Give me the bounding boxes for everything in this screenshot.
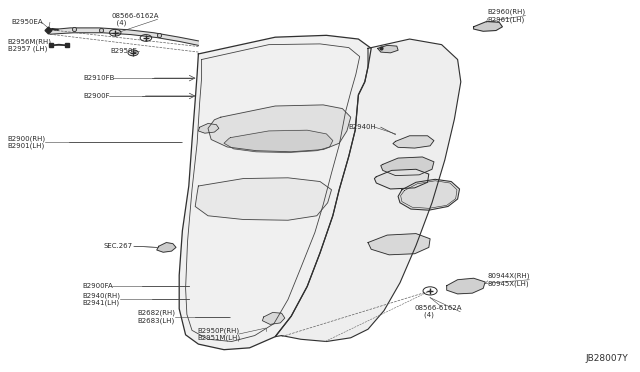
Text: B2900FA: B2900FA — [82, 283, 113, 289]
Polygon shape — [474, 22, 502, 31]
Polygon shape — [198, 124, 219, 133]
Polygon shape — [195, 178, 332, 220]
Polygon shape — [368, 234, 430, 255]
Polygon shape — [381, 157, 434, 176]
Text: B2956M(RH)
B2957 (LH): B2956M(RH) B2957 (LH) — [8, 38, 52, 52]
Text: 08566-6162A
    (4): 08566-6162A (4) — [415, 305, 462, 318]
Polygon shape — [179, 35, 371, 350]
Polygon shape — [398, 179, 460, 210]
Polygon shape — [157, 243, 176, 252]
Polygon shape — [393, 136, 434, 148]
Text: B2900F: B2900F — [83, 93, 110, 99]
Polygon shape — [224, 130, 333, 153]
Text: B2910FB: B2910FB — [83, 75, 115, 81]
Polygon shape — [374, 169, 429, 189]
Text: B2940(RH)
B2941(LH): B2940(RH) B2941(LH) — [82, 292, 120, 307]
Text: B2950P(RH)
B2951M(LH): B2950P(RH) B2951M(LH) — [197, 327, 240, 341]
Text: B2940H: B2940H — [349, 124, 376, 130]
Text: 08566-6162A
  (4): 08566-6162A (4) — [112, 13, 159, 26]
Polygon shape — [378, 45, 398, 53]
Text: SEC.267: SEC.267 — [104, 243, 133, 249]
Text: B2960(RH)
B2961(LH): B2960(RH) B2961(LH) — [488, 9, 526, 23]
Polygon shape — [50, 28, 198, 45]
Text: B2950EA: B2950EA — [12, 19, 43, 25]
Text: JB28007Y: JB28007Y — [586, 354, 628, 363]
Text: B2682(RH)
B2683(LH): B2682(RH) B2683(LH) — [138, 310, 175, 324]
Text: 80944X(RH)
80945X(LH): 80944X(RH) 80945X(LH) — [488, 273, 530, 287]
Polygon shape — [208, 105, 351, 152]
Polygon shape — [447, 278, 485, 294]
Polygon shape — [262, 312, 285, 324]
Text: B2950E: B2950E — [110, 48, 137, 54]
Text: B2900(RH)
B2901(LH): B2900(RH) B2901(LH) — [8, 135, 46, 149]
Polygon shape — [275, 39, 461, 341]
